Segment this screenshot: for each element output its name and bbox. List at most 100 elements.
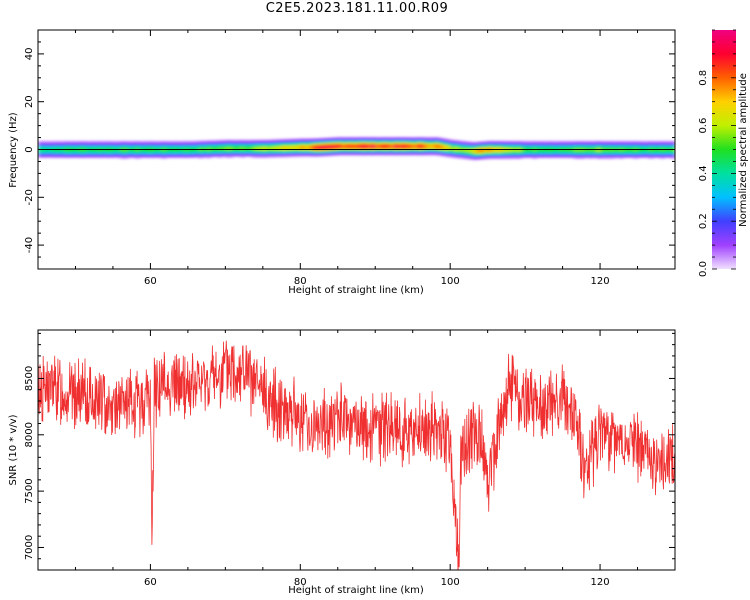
heatmap-cell [618, 145, 624, 148]
heatmap-cell [600, 153, 605, 156]
heatmap-cell [495, 143, 500, 145]
heatmap-cell [476, 150, 481, 152]
heatmap-cell [472, 147, 478, 150]
heatmap-cell [420, 151, 425, 154]
heatmap-cell [82, 145, 88, 148]
heatmap-cell [94, 152, 99, 155]
heatmap-cell [442, 147, 448, 150]
heatmap-cell [438, 141, 444, 143]
heatmap-cell [487, 141, 492, 144]
heatmap-cell [345, 144, 350, 146]
heatmap-cell [536, 146, 541, 149]
heatmap-cell [573, 147, 579, 150]
heatmap-cell [671, 143, 675, 145]
heatmap-cell [468, 158, 474, 160]
heatmap-cell [420, 143, 425, 145]
heatmap-cell [483, 145, 489, 148]
heatmap-cell [300, 141, 305, 144]
heatmap-cell [135, 156, 140, 158]
heatmap-cell [480, 158, 485, 160]
heatmap-cell [600, 140, 605, 143]
heatmap-cell [232, 141, 238, 144]
heatmap-cell [453, 143, 459, 146]
heatmap-cell [225, 156, 230, 158]
snr-x-tick-label: 60 [144, 577, 157, 588]
heatmap-cell [150, 144, 155, 146]
heatmap-cell [573, 145, 579, 148]
snr-y-axis-label: SNR (10 * v/v) [8, 414, 19, 485]
heatmap-cell [536, 140, 541, 143]
heatmap-cell [382, 141, 388, 144]
heatmap-cell [169, 140, 174, 143]
heatmap-cell [468, 143, 474, 146]
heatmap-cell [600, 157, 605, 160]
heatmap-cell [483, 143, 489, 146]
heatmap-cell [551, 144, 556, 146]
heatmap-cell [577, 156, 582, 158]
heatmap-cell [255, 152, 260, 155]
heatmap-cell [360, 145, 365, 148]
heatmap-cell [116, 150, 122, 152]
heatmap-cell [423, 150, 429, 152]
heatmap-cell [393, 143, 399, 145]
heatmap-cell [393, 141, 399, 144]
heatmap-cell [244, 143, 249, 145]
heatmap-cell [341, 138, 346, 140]
heatmap-cell [667, 146, 672, 149]
heatmap-cell [491, 140, 496, 143]
heatmap-cell [476, 141, 481, 144]
heatmap-cell [427, 150, 433, 152]
heatmap-cell [600, 150, 605, 152]
heatmap-cell [547, 153, 552, 156]
heatmap-cell [64, 145, 69, 148]
heatmap-cell [139, 151, 144, 154]
heatmap-cell [645, 146, 650, 149]
heatmap-cell [217, 144, 223, 147]
heatmap-cell [446, 147, 451, 149]
heatmap-cell [416, 146, 421, 149]
heatmap-cell [326, 154, 331, 157]
heatmap-cell [274, 139, 279, 141]
heatmap-cell [135, 155, 140, 157]
heatmap-cell [607, 155, 612, 157]
heatmap-cell [79, 143, 84, 145]
heatmap-cell [427, 141, 433, 144]
heatmap-cell [660, 152, 665, 155]
heatmap-cell [311, 155, 316, 157]
heatmap-cell [337, 141, 343, 144]
heatmap-cell [52, 143, 58, 145]
heatmap-cell [307, 141, 313, 144]
heatmap-cell [150, 147, 155, 150]
heatmap-cell [521, 152, 526, 155]
heatmap-cell [304, 140, 309, 143]
heatmap-cell [315, 138, 320, 140]
heatmap-cell [82, 152, 88, 155]
heatmap-cell [352, 151, 358, 154]
heatmap-cell [453, 144, 459, 147]
heatmap-cell [251, 143, 256, 145]
heatmap-cell [622, 143, 627, 145]
heatmap-cell [532, 140, 537, 143]
heatmap-cell [416, 143, 421, 145]
heatmap-cell [289, 151, 294, 154]
heatmap-cell [393, 138, 399, 140]
heatmap-cell [191, 143, 196, 145]
heatmap-cell [240, 141, 245, 144]
heatmap-cell [176, 150, 181, 152]
heatmap-cell [307, 144, 313, 146]
heatmap-cell [150, 145, 155, 148]
heatmap-cell [71, 152, 77, 155]
heatmap-cell [588, 156, 594, 158]
heatmap-cell [172, 155, 178, 157]
heatmap-cell [60, 143, 65, 145]
heatmap-cell [259, 143, 264, 145]
heatmap-cell [442, 138, 448, 140]
heatmap-cell [322, 154, 328, 157]
heatmap-cell [304, 151, 309, 154]
heatmap-cell [525, 150, 530, 152]
heatmap-cell [378, 145, 384, 148]
heatmap-cell [334, 148, 339, 150]
heatmap-cell [210, 141, 215, 143]
heatmap-cell [341, 145, 346, 148]
